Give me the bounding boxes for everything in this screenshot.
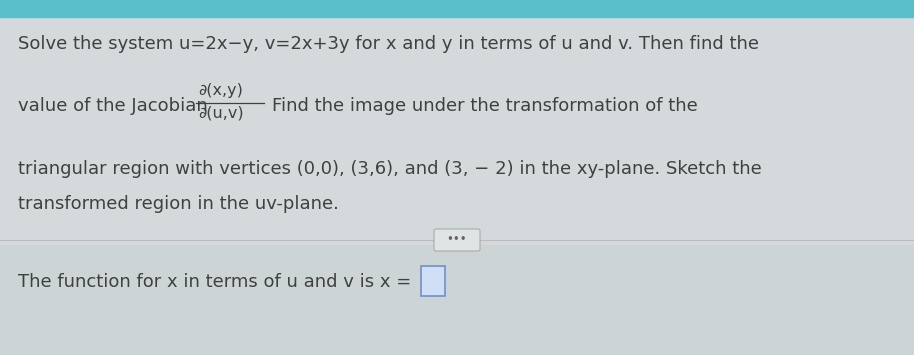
- FancyBboxPatch shape: [434, 229, 480, 251]
- Text: ∂(x,y): ∂(x,y): [198, 83, 243, 98]
- Text: triangular region with vertices (0,0), (3,6), and (3, − 2) in the xy-plane. Sket: triangular region with vertices (0,0), (…: [18, 160, 761, 178]
- Text: •••: •••: [447, 234, 467, 246]
- Bar: [0, 0, 914, 17]
- Text: Find the image under the transformation of the: Find the image under the transformation …: [272, 97, 697, 115]
- Bar: [0, 245, 914, 355]
- Text: ∂(u,v): ∂(u,v): [198, 105, 244, 120]
- Text: value of the Jacobian: value of the Jacobian: [18, 97, 207, 115]
- Text: Solve the system u​=​2x​−​y, v​=​2x​+​3y for x and y in terms of u and v. Then f: Solve the system u​=​2x​−​y, v​=​2x​+​3y…: [18, 35, 759, 53]
- Text: transformed region in the uv-plane.: transformed region in the uv-plane.: [18, 195, 339, 213]
- Text: The function for x in terms of u and v is x =: The function for x in terms of u and v i…: [18, 273, 411, 291]
- FancyBboxPatch shape: [421, 266, 445, 296]
